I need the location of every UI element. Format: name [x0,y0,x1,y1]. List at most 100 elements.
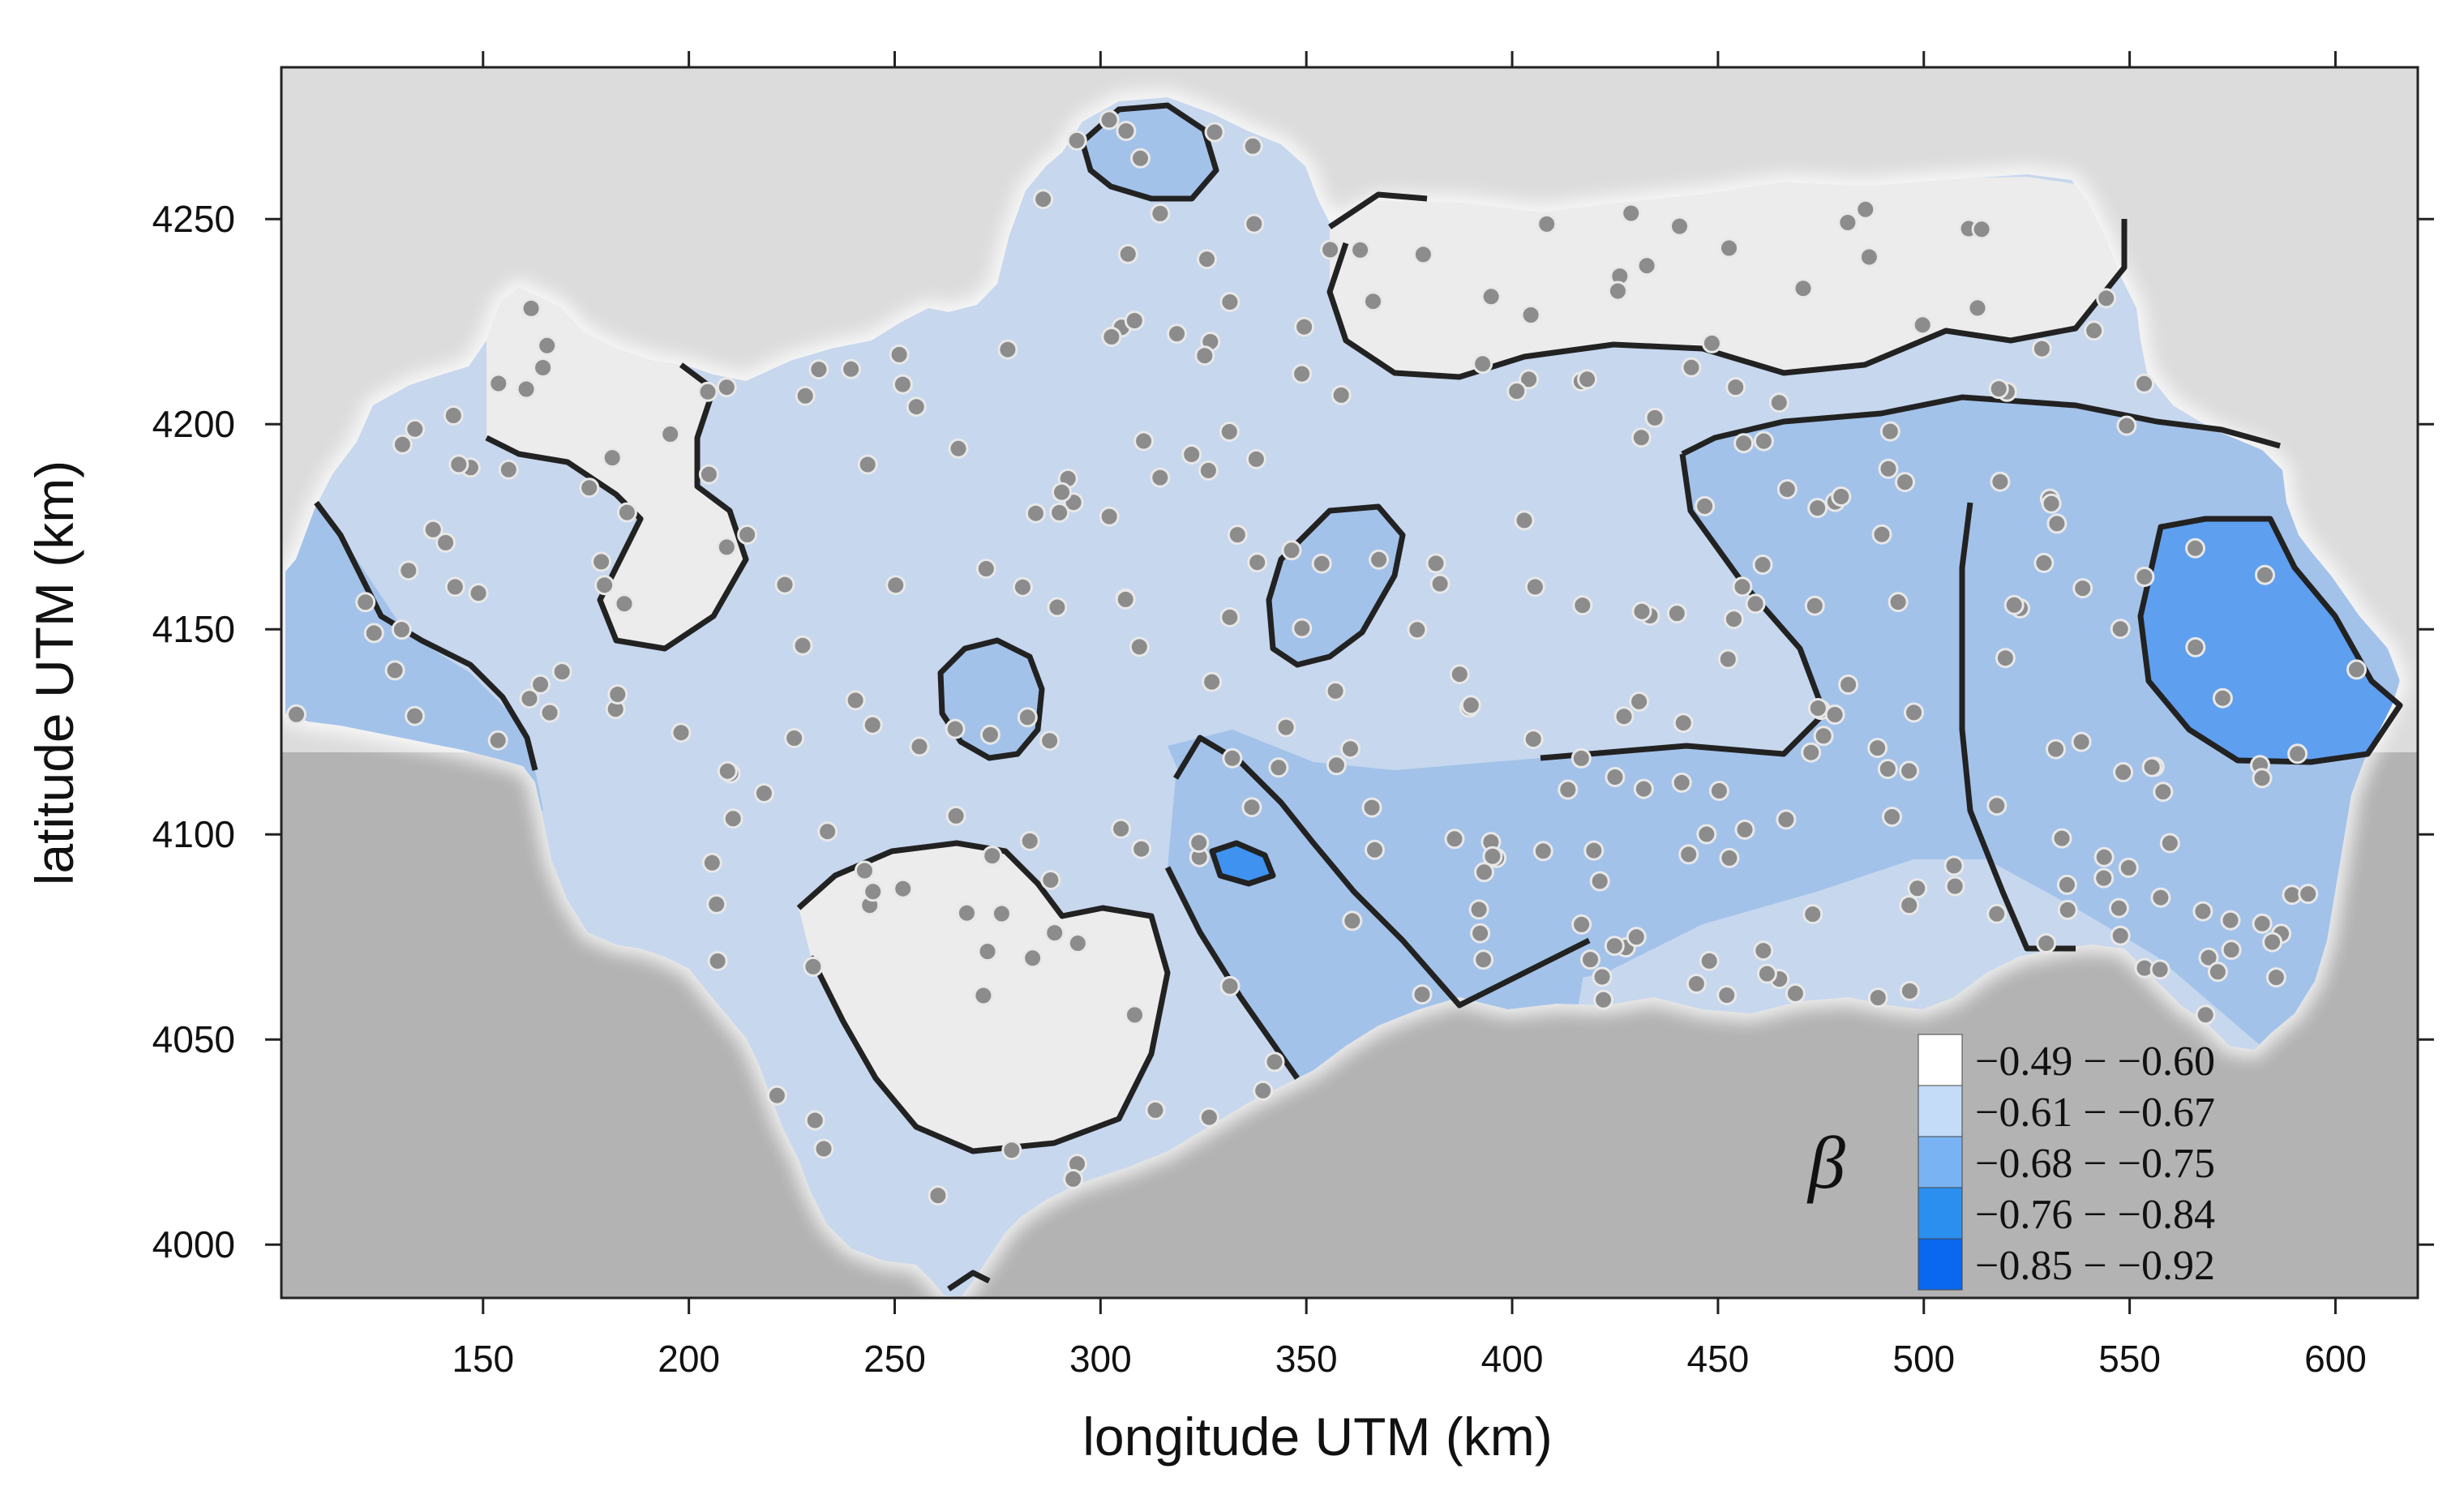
station-marker [1340,739,1361,760]
station-marker [982,846,1003,867]
station-marker [841,358,862,379]
station-marker [519,688,540,709]
station-marker [1150,203,1171,224]
station-marker [2346,659,2367,680]
station-marker [1831,486,1852,507]
station-marker [422,519,444,540]
station-marker [1219,975,1241,996]
station-marker [1133,430,1155,452]
station-marker [2255,564,2275,585]
station-marker [1990,471,2011,492]
station-marker [1971,219,1992,240]
station-marker [1181,444,1202,465]
legend-swatch [1918,1085,1963,1137]
station-marker [2262,931,2283,953]
x-tick-label: 400 [1481,1338,1544,1380]
station-marker [1801,742,1822,763]
station-marker [854,860,875,881]
station-marker [1669,216,1690,237]
station-marker [803,956,824,977]
station-marker [1468,899,1489,920]
station-marker [488,373,509,394]
station-marker [1988,379,2009,400]
station-marker [1506,381,1528,401]
station-marker [516,379,537,400]
station-marker [928,1185,949,1206]
station-marker [1629,691,1650,712]
station-marker [1745,593,1766,615]
station-marker [784,728,805,748]
station-marker [2252,768,2273,789]
station-marker [1756,963,1777,984]
station-marker [1111,818,1132,839]
station-marker [1253,1080,1274,1101]
station-marker [862,714,883,735]
station-marker [1838,674,1859,695]
station-marker [2093,846,2115,867]
station-marker [1717,649,1738,670]
station-marker [706,893,727,914]
y-tick-label: 4200 [152,403,235,445]
station-marker [2159,833,2180,854]
station-marker [2046,739,2066,760]
station-marker [1621,203,1642,224]
zone-light-north-west [486,288,746,649]
station-marker [363,623,384,644]
station-marker [1589,871,1610,892]
station-marker [2093,867,2115,889]
legend-label: −0.68 − −0.75 [1975,1141,2215,1187]
station-marker [435,532,456,553]
station-marker [2096,288,2117,309]
station-marker [498,459,519,480]
station-marker [716,537,737,558]
station-marker [2033,552,2055,573]
station-marker [2212,687,2233,709]
x-tick-label: 550 [2098,1338,2161,1380]
station-marker [973,985,994,1006]
station-marker [2221,940,2242,961]
station-marker [1776,809,1797,830]
y-tick-label: 4250 [152,198,235,240]
station-marker [1686,974,1707,994]
station-marker [2084,320,2105,341]
station-marker [1520,305,1541,325]
station-marker [1369,549,1390,570]
y-tick-label: 4100 [152,813,235,855]
station-marker [1326,755,1347,776]
station-marker [1701,332,1722,353]
station-marker [1025,503,1046,524]
station-marker [1912,315,1933,336]
legend-label: −0.76 − −0.84 [1975,1192,2215,1238]
station-marker [1189,833,1210,853]
station-marker [591,551,612,572]
station-marker [1067,933,1088,953]
station-marker [1363,291,1383,312]
station-marker [1361,797,1382,818]
station-marker [1695,495,1716,516]
station-marker [1523,729,1544,750]
station-marker [1012,576,1033,597]
zone-mid-north [1082,105,1216,199]
station-marker [2252,913,2273,934]
station-marker [1633,778,1654,799]
station-marker [2056,874,2077,895]
station-marker [1412,244,1433,265]
station-marker [909,736,930,757]
station-marker [1719,847,1740,868]
station-marker [1583,840,1605,861]
x-tick-label: 150 [452,1338,514,1380]
station-marker [539,702,560,723]
station-marker [1536,213,1558,234]
station-marker [1325,680,1346,701]
y-tick-label: 4000 [152,1223,235,1265]
station-marker [1470,923,1491,944]
station-marker [893,878,914,899]
station-marker [1604,936,1625,957]
station-marker [2003,594,2025,615]
station-marker [2046,513,2068,534]
station-marker [1944,876,1965,897]
station-marker [1532,841,1553,862]
station-marker [607,684,628,704]
station-marker [1802,904,1823,925]
station-marker [1723,609,1744,630]
